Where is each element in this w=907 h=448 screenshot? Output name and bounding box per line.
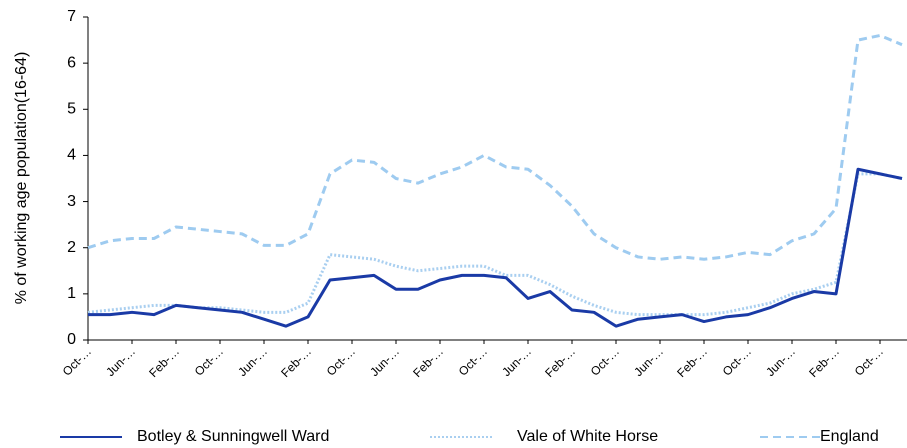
x-tick-label: Feb-… [542, 344, 578, 380]
x-tick-label: Jun-… [499, 344, 534, 379]
x-tick-label: Oct-… [588, 344, 622, 378]
x-tick-label: Feb-… [146, 344, 182, 380]
x-tick-label: Feb-… [674, 344, 710, 380]
y-tick-label: 0 [67, 331, 76, 348]
x-tick-label: Feb-… [278, 344, 314, 380]
x-tick-label: Oct-… [720, 344, 754, 378]
y-tick-label: 1 [67, 285, 76, 302]
x-tick-label: Jun-… [103, 344, 138, 379]
series-line [87, 172, 903, 317]
x-tick-label: Oct-… [852, 344, 886, 378]
legend-label: England [820, 428, 879, 445]
x-tick-label: Feb-… [806, 344, 842, 380]
y-tick-label: 5 [67, 101, 76, 118]
x-tick-label: Oct-… [60, 344, 94, 378]
y-tick-label: 4 [67, 147, 76, 164]
x-tick-label: Feb-… [410, 344, 446, 380]
legend-label: Vale of White Horse [517, 428, 658, 445]
y-tick-label: 2 [67, 239, 76, 256]
x-tick-label: Jun-… [631, 344, 666, 379]
y-tick-label: 6 [67, 54, 76, 71]
y-axis-label: % of working age population(16-64) [13, 52, 30, 305]
x-tick-label: Oct-… [456, 344, 490, 378]
x-tick-label: Oct-… [192, 344, 226, 378]
series-line [88, 167, 903, 328]
series-line [87, 33, 903, 261]
x-tick-label: Jun-… [367, 344, 402, 379]
legend-label: Botley & Sunningwell Ward [137, 428, 329, 445]
x-tick-label: Oct-… [324, 344, 358, 378]
x-tick-label: Jun-… [235, 344, 270, 379]
y-tick-label: 7 [67, 8, 76, 25]
y-tick-label: 3 [67, 193, 76, 210]
x-tick-label: Jun-… [763, 344, 798, 379]
